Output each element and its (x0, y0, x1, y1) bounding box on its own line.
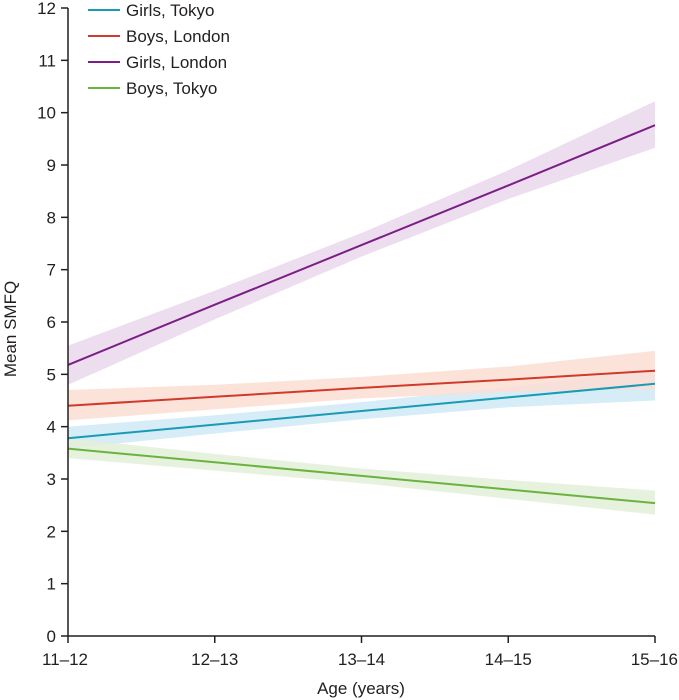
x-axis-title: Age (years) (317, 679, 405, 698)
x-tick-label: 12–13 (191, 650, 238, 669)
series-line-1 (67, 369, 656, 407)
y-tick-label: 6 (47, 313, 56, 332)
y-tick-label: 9 (47, 156, 56, 175)
confidence-band-2 (68, 101, 655, 385)
y-tick-label: 5 (47, 365, 56, 384)
x-tick-label: 15–16 (631, 650, 678, 669)
y-tick-label: 1 (47, 575, 56, 594)
y-axis-title: Mean SMFQ (1, 281, 20, 377)
y-tick-label: 3 (47, 470, 56, 489)
series-line-3 (67, 447, 656, 505)
legend-label: Girls, London (126, 53, 227, 72)
series-lines (67, 124, 656, 505)
y-tick-label: 10 (37, 104, 56, 123)
y-tick-label: 7 (47, 261, 56, 280)
legend-label: Boys, Tokyo (126, 79, 217, 98)
y-tick-label: 8 (47, 208, 56, 227)
y-tick-label: 12 (37, 0, 56, 18)
confidence-bands (68, 101, 655, 515)
legend-label: Boys, London (126, 27, 230, 46)
x-tick-label: 11–12 (42, 650, 88, 669)
legend-label: Girls, Tokyo (126, 1, 215, 20)
y-tick-label: 4 (47, 418, 56, 437)
y-tick-label: 2 (47, 522, 56, 541)
x-tick-label: 14–15 (485, 650, 532, 669)
y-tick-label: 11 (38, 51, 56, 70)
x-tick-label: 13–14 (338, 650, 385, 669)
series-line-2 (67, 124, 656, 366)
y-tick-label: 0 (47, 627, 56, 646)
series-line-0 (67, 382, 656, 440)
confidence-band-1 (68, 350, 655, 421)
x-ticks: 11–12 12–13 13–14 14–15 15–16 (42, 636, 678, 669)
legend: Girls, Tokyo Boys, London Girls, London Boy… (88, 1, 230, 98)
